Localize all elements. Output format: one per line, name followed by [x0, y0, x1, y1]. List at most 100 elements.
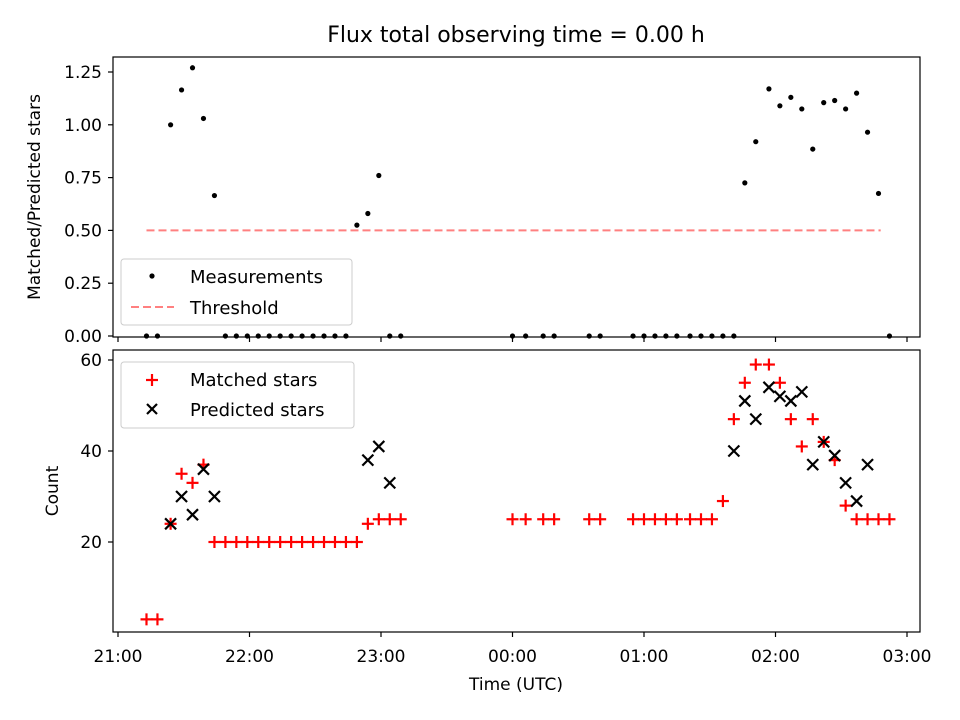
predicted-star-point [839, 476, 852, 490]
bottom-panel-y-axis: 20 40 60 [80, 351, 113, 553]
x-tick-label: 03:00 [883, 647, 932, 667]
legend-label-predicted-stars: Predicted stars [190, 400, 324, 421]
measurement-point [652, 333, 658, 339]
measurement-point [365, 210, 371, 217]
matched-star-point [627, 513, 640, 526]
measurement-point [810, 146, 816, 152]
y-tick-label: 0.75 [64, 169, 102, 189]
matched-star-point [548, 513, 561, 526]
matched-star-point [263, 536, 276, 548]
matched-star-point [175, 467, 188, 480]
measurement-point [154, 333, 161, 339]
y-tick-label: 40 [80, 442, 102, 462]
measurement-point [674, 333, 680, 339]
predicted-star-point [383, 476, 397, 490]
measurement-point [343, 333, 349, 339]
measurement-point [143, 333, 150, 339]
y-tick-label: 1.25 [64, 63, 102, 83]
matched-star-point [594, 513, 607, 526]
predicted-star-point [361, 453, 375, 467]
x-tick-label: 22:00 [225, 647, 274, 667]
matched-star-point [285, 536, 298, 548]
measurement-point [709, 333, 715, 339]
matched-star-point [684, 513, 697, 526]
legend-label-matched-stars: Matched stars [190, 370, 317, 391]
legend-marker-measurements [149, 273, 155, 279]
measurement-point [742, 180, 748, 186]
measurement-point [523, 333, 529, 339]
measurement-point [376, 172, 382, 179]
measurement-point [799, 106, 805, 112]
measurement-point [731, 333, 737, 339]
x-tick-label: 02:00 [751, 647, 800, 667]
measurement-point [663, 333, 669, 339]
predicted-star-point [749, 412, 763, 426]
predicted-star-point [784, 394, 798, 408]
measurement-point [211, 192, 218, 199]
matched-star-point [186, 476, 199, 489]
matched-star-point [727, 413, 740, 426]
matched-star-point [307, 536, 320, 548]
matched-star-point [716, 495, 729, 508]
matched-star-point [328, 536, 341, 548]
x-axis-label: Time (UTC) [468, 675, 563, 695]
matched-star-point [762, 358, 775, 371]
matched-star-point [749, 358, 762, 371]
measurement-point [178, 87, 185, 93]
legend-label-threshold: Threshold [189, 298, 279, 319]
measurement-point [222, 333, 228, 339]
matched-star-point [394, 513, 407, 526]
matched-star-point [784, 413, 797, 426]
y-tick-label: 0.25 [64, 274, 102, 294]
matched-star-point [339, 536, 352, 548]
predicted-star-point [828, 449, 841, 462]
measurement-point [720, 333, 726, 339]
measurement-point [387, 333, 393, 339]
matched-star-point [648, 513, 661, 526]
measurement-point [299, 333, 305, 339]
measurement-point [321, 333, 327, 339]
measurement-point [875, 190, 882, 197]
measurement-point [200, 115, 207, 122]
y-tick-label: 60 [80, 351, 102, 371]
predicted-star-point [175, 490, 188, 503]
matched-star-point [670, 513, 683, 526]
predicted-star-point [806, 458, 820, 471]
predicted-star-point [817, 435, 830, 449]
measurement-point [832, 97, 838, 104]
measurement-point [788, 94, 794, 100]
measurement-point [687, 333, 693, 339]
measurement-point [354, 222, 360, 228]
matched-star-point [151, 613, 164, 626]
top-legend-box [120, 258, 353, 326]
top-panel-flux-ratio: 0.00 0.25 0.50 0.75 1.00 1.25 Matched/Predict… [25, 56, 921, 347]
measurement-point [255, 333, 261, 339]
measurement-point [540, 333, 546, 339]
x-tick-label: 23:00 [357, 647, 406, 667]
measurement-point [753, 139, 759, 145]
measurement-point [853, 90, 860, 96]
legend-label-measurements: Measurements [190, 267, 323, 288]
bottom-panel-data-layer [140, 358, 896, 626]
measurement-point [189, 65, 196, 71]
measurement-point [766, 86, 772, 92]
predicted-star-point [861, 458, 874, 471]
measurement-point [233, 333, 239, 339]
y-tick-label: 1.00 [64, 116, 102, 136]
matched-star-point [383, 513, 396, 526]
predicted-star-point [164, 517, 177, 531]
predicted-star-point [186, 508, 199, 521]
matched-star-point [372, 513, 385, 526]
matched-star-point [208, 536, 221, 548]
matched-star-point [519, 513, 532, 526]
x-tick-label: 21:00 [94, 647, 143, 667]
y-tick-label: 20 [80, 533, 102, 553]
matched-star-point [872, 513, 885, 526]
predicted-star-point [795, 385, 809, 399]
chart-title: Flux total observing time = 0.00 h [327, 23, 705, 48]
matched-star-point [274, 536, 287, 548]
matched-star-point [241, 536, 254, 548]
matched-star-point [638, 513, 650, 526]
matched-star-point [659, 513, 672, 526]
x-tick-label: 01:00 [620, 647, 669, 667]
